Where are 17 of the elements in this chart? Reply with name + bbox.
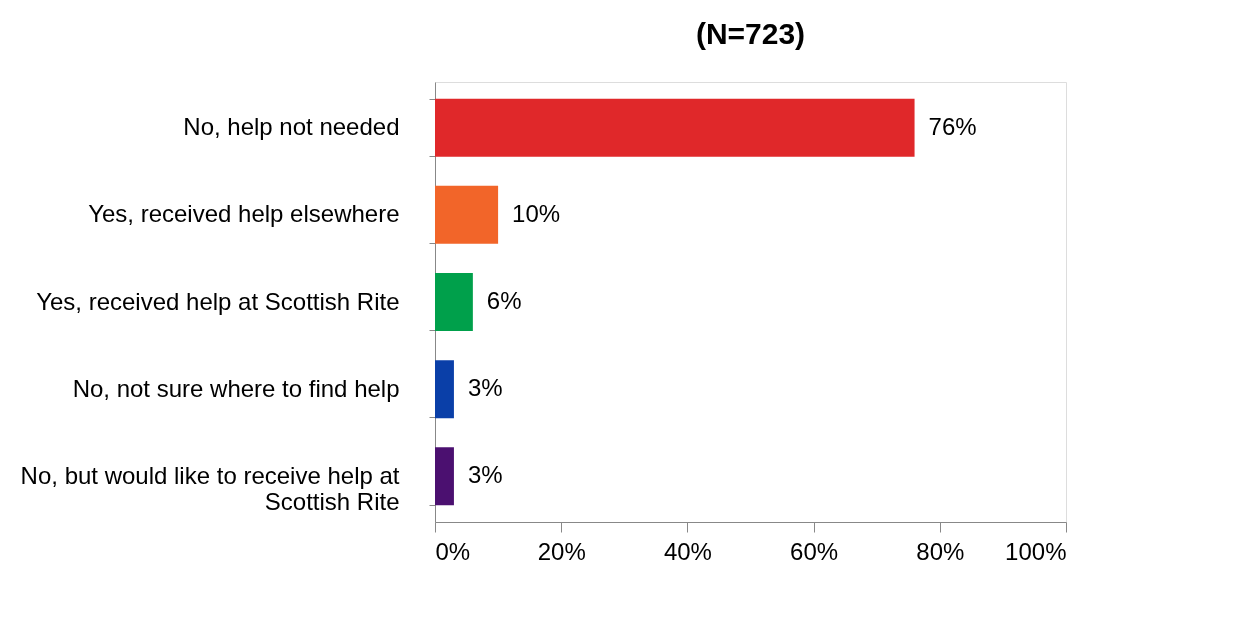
x-tick-label: 0% <box>435 537 471 565</box>
y-tick-label: Yes, received help at Scottish Rite <box>36 287 400 315</box>
x-tick-label: 80% <box>916 537 965 565</box>
x-tick-label: 40% <box>663 537 712 565</box>
x-tick-label: 100% <box>1005 537 1067 565</box>
y-tick-label: No, but would like to receive help at Scottish Rite <box>20 461 400 515</box>
y-tick-label: No, not sure where to find help <box>72 374 400 402</box>
x-tick-label: 20% <box>537 537 586 565</box>
y-tick-label: No, help not needed <box>183 113 400 141</box>
data-label: 3% <box>467 374 503 402</box>
data-label: 3% <box>467 461 503 489</box>
x-tick-label: 60% <box>790 537 839 565</box>
data-label: 6% <box>486 287 522 314</box>
y-tick-label: Yes, received help elsewhere <box>88 200 400 228</box>
data-label: 76% <box>928 112 977 140</box>
data-label: 10% <box>512 199 561 227</box>
chart-title: (N=723) <box>695 17 806 50</box>
